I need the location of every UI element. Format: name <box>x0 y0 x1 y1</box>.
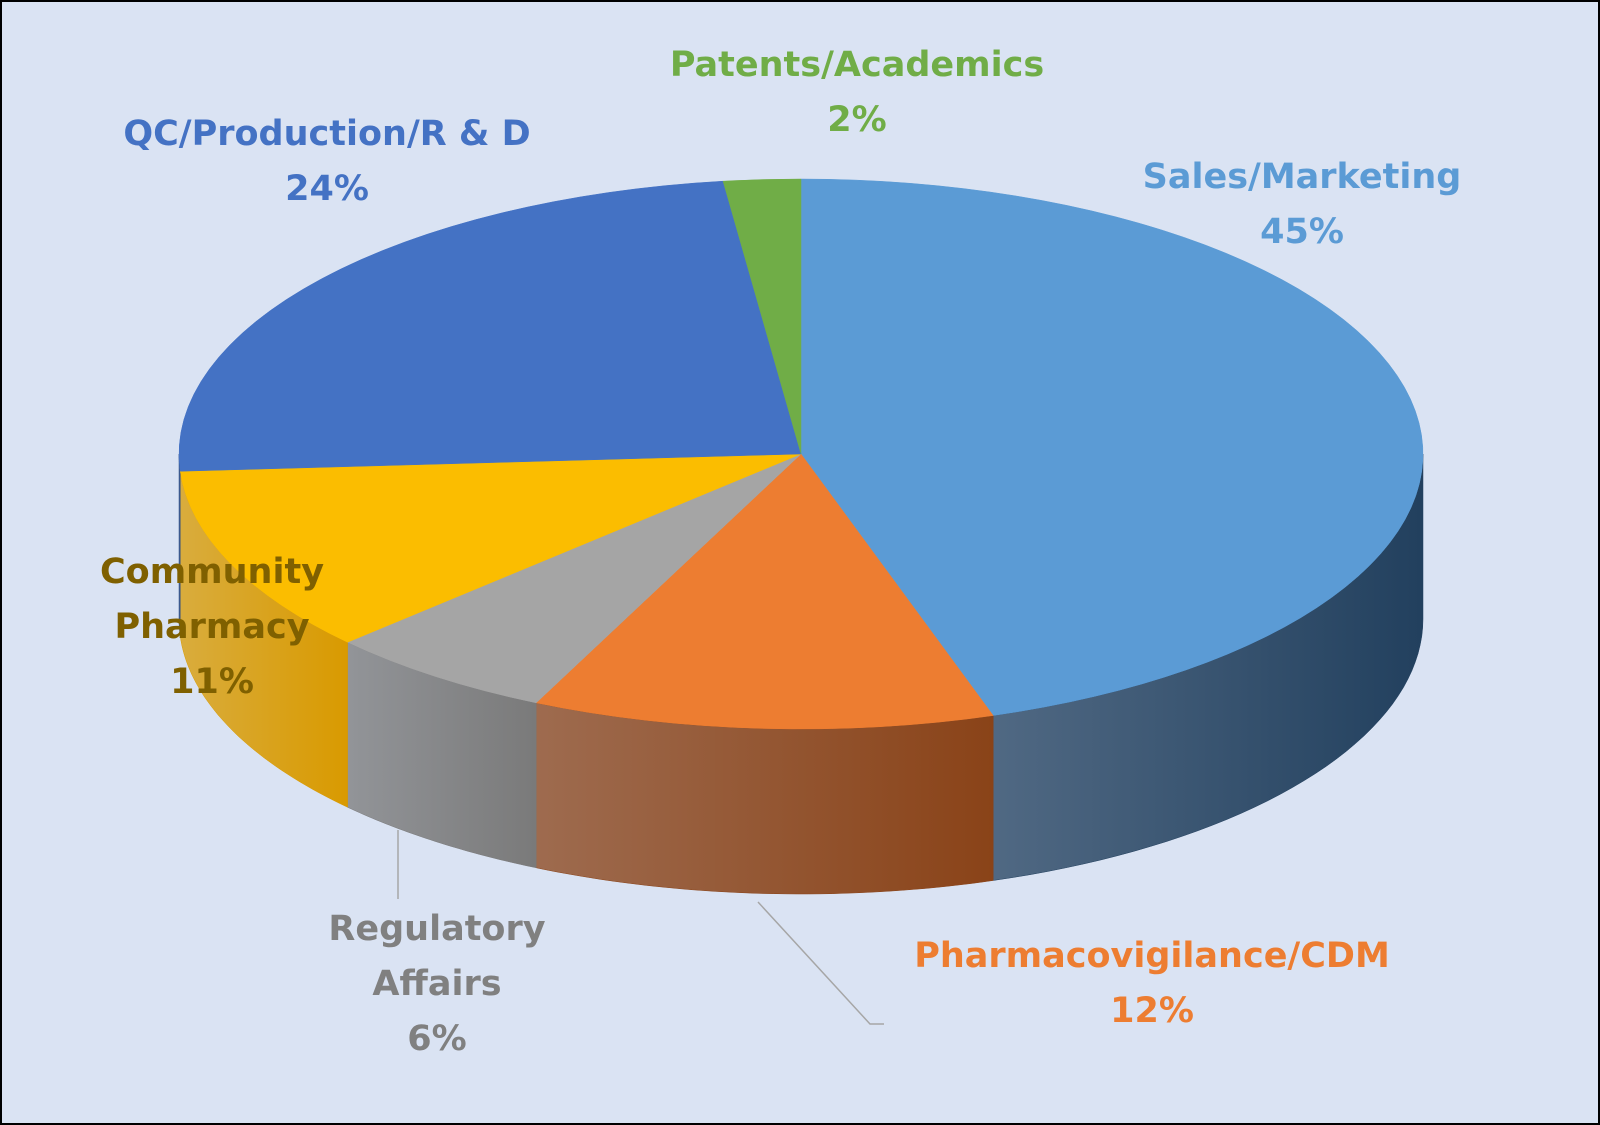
slice-label-line: Regulatory <box>328 909 546 949</box>
label-patents-academics: Patents/Academics 2% <box>642 38 1072 148</box>
slice-value: 11% <box>170 662 254 702</box>
pie-slice-regulatory-affairs <box>346 453 802 704</box>
slice-value: 12% <box>1110 991 1194 1031</box>
slice-label-line: Affairs <box>372 964 502 1004</box>
slice-label: Patents/Academics <box>669 45 1045 85</box>
slice-label: Sales/Marketing <box>1142 157 1462 197</box>
leader-line-pharmacovigilance <box>757 901 884 1025</box>
slice-value: 24% <box>285 169 369 209</box>
label-qc-production: QC/Production/R & D 24% <box>92 107 562 217</box>
label-pharmacovigilance: Pharmacovigilance/CDM 12% <box>902 929 1402 1039</box>
label-community-pharmacy: Community Pharmacy 11% <box>82 545 342 710</box>
label-regulatory-affairs: Regulatory Affairs 6% <box>302 902 572 1067</box>
pie-slice-sales-marketing <box>800 178 1424 716</box>
pie-slice-patents-academics <box>722 178 802 455</box>
slice-value: 45% <box>1260 212 1344 252</box>
slice-label: Pharmacovigilance/CDM <box>914 936 1390 976</box>
slice-value: 2% <box>827 100 887 140</box>
slice-label: Community Pharmacy <box>82 545 342 655</box>
slice-label: QC/Production/R & D <box>123 114 531 154</box>
label-sales-marketing: Sales/Marketing 45% <box>1112 150 1492 260</box>
slice-label-line: Pharmacy <box>114 607 310 647</box>
pie-slice-community-pharmacy <box>179 453 802 643</box>
slice-value: 6% <box>407 1019 467 1059</box>
slice-side-1 <box>535 702 994 895</box>
slice-label-line: Community <box>99 552 325 592</box>
pie-slice-qc-production-r-d <box>178 180 802 472</box>
slice-label: Regulatory Affairs <box>302 902 572 1012</box>
pie-slice-pharmacovigilance-cdm <box>535 453 994 730</box>
